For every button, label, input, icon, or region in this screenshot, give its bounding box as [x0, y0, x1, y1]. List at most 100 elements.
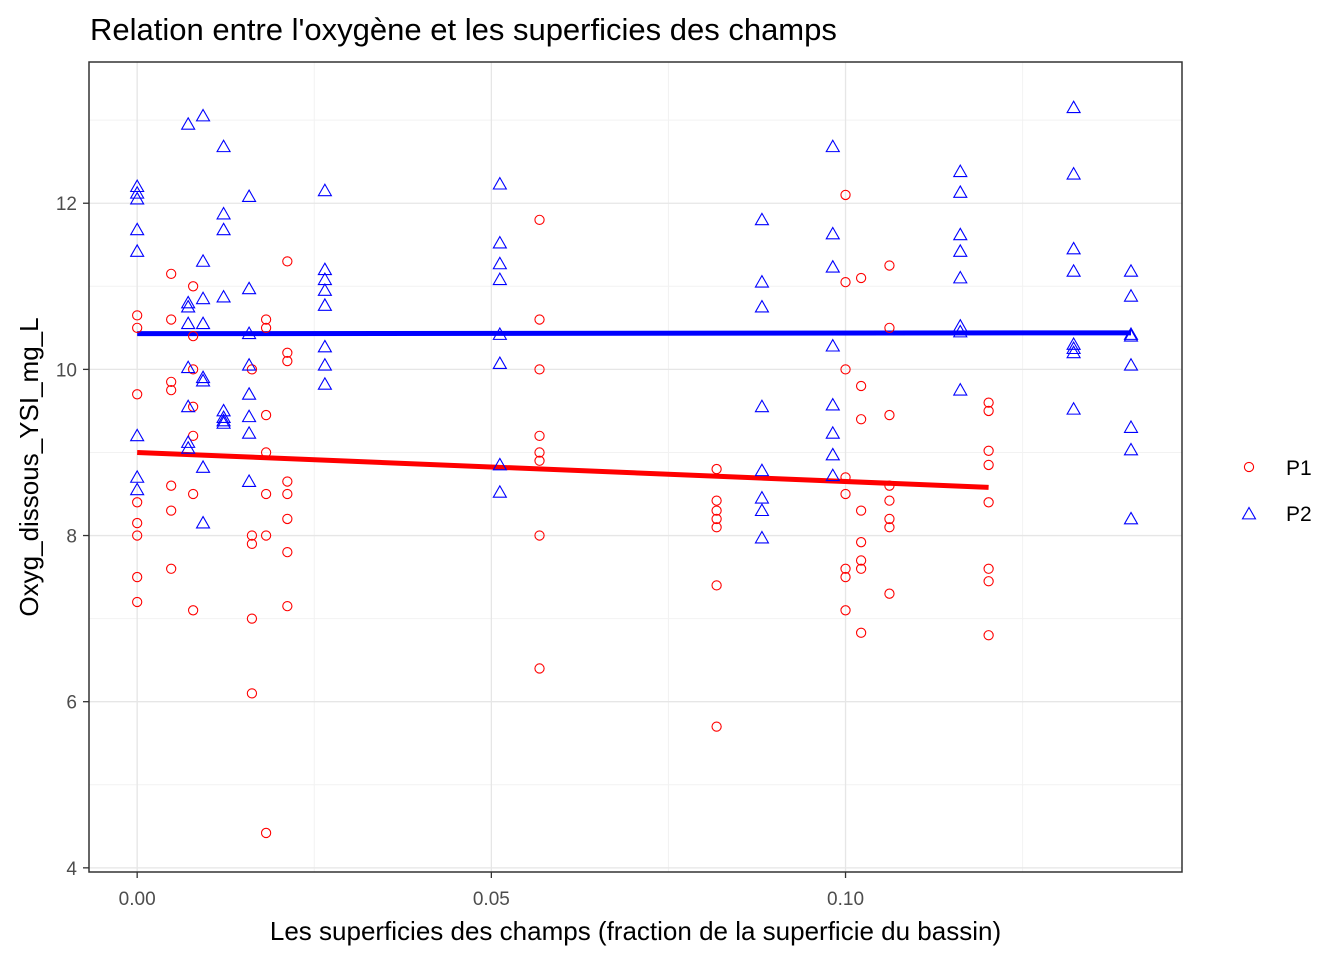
point-p2: [216, 139, 232, 153]
point-p1: [855, 555, 867, 566]
y-tick-label: 6: [66, 693, 77, 714]
point-p1: [711, 513, 722, 525]
point-p2: [317, 282, 333, 296]
point-p1: [132, 517, 143, 529]
point-p1: [983, 397, 994, 408]
legend-label-p2: P2: [1286, 503, 1312, 526]
point-p2: [195, 108, 211, 122]
trend-line-p1: [137, 449, 989, 490]
point-p1: [132, 310, 143, 321]
point-p1: [711, 580, 722, 591]
point-p2: [241, 188, 257, 203]
point-p1: [132, 389, 143, 400]
point-p2: [492, 457, 508, 471]
point-p1: [840, 364, 851, 375]
chart-title: Relation entre l'oxygène et les superfic…: [90, 12, 837, 47]
point-p1: [884, 588, 895, 599]
point-p2: [1123, 419, 1139, 433]
point-p2: [1123, 511, 1139, 525]
axis-ticks: 0.00 0.05 0.10 4 6 8 10 12: [56, 194, 864, 910]
point-p2: [1123, 288, 1139, 302]
point-p1: [187, 364, 199, 375]
point-p1: [855, 414, 867, 425]
point-p2: [180, 299, 196, 313]
point-p2: [1066, 263, 1082, 277]
point-p1: [282, 476, 293, 487]
point-p2: [754, 399, 770, 413]
plot-panel-border: [88, 61, 1183, 873]
trend-line-p2: [137, 330, 1132, 337]
point-p1: [260, 827, 272, 839]
point-p2: [1123, 263, 1139, 277]
point-p2: [129, 191, 145, 205]
point-p2: [195, 316, 211, 330]
point-p1: [246, 688, 258, 699]
point-p1: [884, 409, 895, 421]
point-p1: [855, 563, 867, 574]
point-p2: [129, 243, 145, 257]
point-p1: [855, 272, 867, 284]
point-p2: [825, 259, 841, 273]
y-tick-label: 10: [56, 360, 77, 381]
point-p1: [166, 505, 177, 516]
point-p2: [952, 382, 968, 396]
point-p1: [246, 613, 258, 624]
point-p2: [825, 397, 841, 411]
point-p2: [952, 164, 968, 178]
point-p2: [1066, 336, 1082, 350]
legend-label-p1: P1: [1286, 457, 1312, 480]
point-p1: [187, 605, 199, 616]
point-p1: [840, 571, 851, 583]
point-p2: [825, 139, 841, 153]
point-p1: [282, 547, 293, 558]
point-p1: [260, 530, 272, 541]
point-p2: [492, 272, 508, 286]
point-p2: [825, 468, 841, 482]
point-p1: [534, 663, 545, 674]
point-p2: [241, 473, 257, 487]
point-p1: [534, 530, 545, 541]
y-tick-label: 8: [66, 527, 77, 548]
point-p1: [187, 281, 199, 292]
point-p2: [1066, 345, 1082, 359]
point-p2: [180, 440, 196, 454]
legend-key-p2: [1241, 506, 1257, 520]
point-p2: [1066, 166, 1082, 180]
point-p1: [855, 380, 867, 392]
point-p2: [1123, 326, 1139, 340]
point-p2: [180, 295, 196, 309]
point-p2: [492, 235, 508, 249]
y-axis-title: Oxyg_dissous_YSI_mg_L: [14, 317, 44, 616]
point-p2: [317, 183, 333, 197]
point-p2: [241, 357, 257, 371]
point-p1: [983, 630, 994, 641]
point-p1: [711, 721, 722, 732]
point-p1: [166, 376, 177, 387]
point-p1: [132, 571, 143, 583]
point-p1: [884, 495, 895, 506]
point-p2: [216, 413, 232, 427]
point-p1: [840, 488, 851, 500]
point-p1: [884, 480, 895, 491]
point-p1: [166, 563, 177, 574]
point-p2: [241, 281, 257, 295]
point-p2: [1066, 401, 1082, 415]
data-points: [129, 100, 1139, 839]
point-p2: [492, 176, 508, 190]
point-p2: [952, 243, 968, 257]
point-p2: [180, 116, 196, 130]
point-p1: [260, 488, 272, 500]
point-p2: [1066, 241, 1082, 255]
point-p2: [317, 339, 333, 353]
point-p1: [187, 331, 199, 342]
point-p2: [195, 373, 211, 387]
point-p2: [754, 463, 770, 477]
point-p2: [195, 515, 211, 529]
point-p2: [952, 318, 968, 332]
point-p2: [1123, 442, 1139, 456]
point-p2: [1066, 100, 1082, 114]
point-p2: [952, 324, 968, 338]
point-p1: [282, 513, 293, 525]
point-p2: [129, 185, 145, 199]
point-p1: [855, 537, 867, 548]
